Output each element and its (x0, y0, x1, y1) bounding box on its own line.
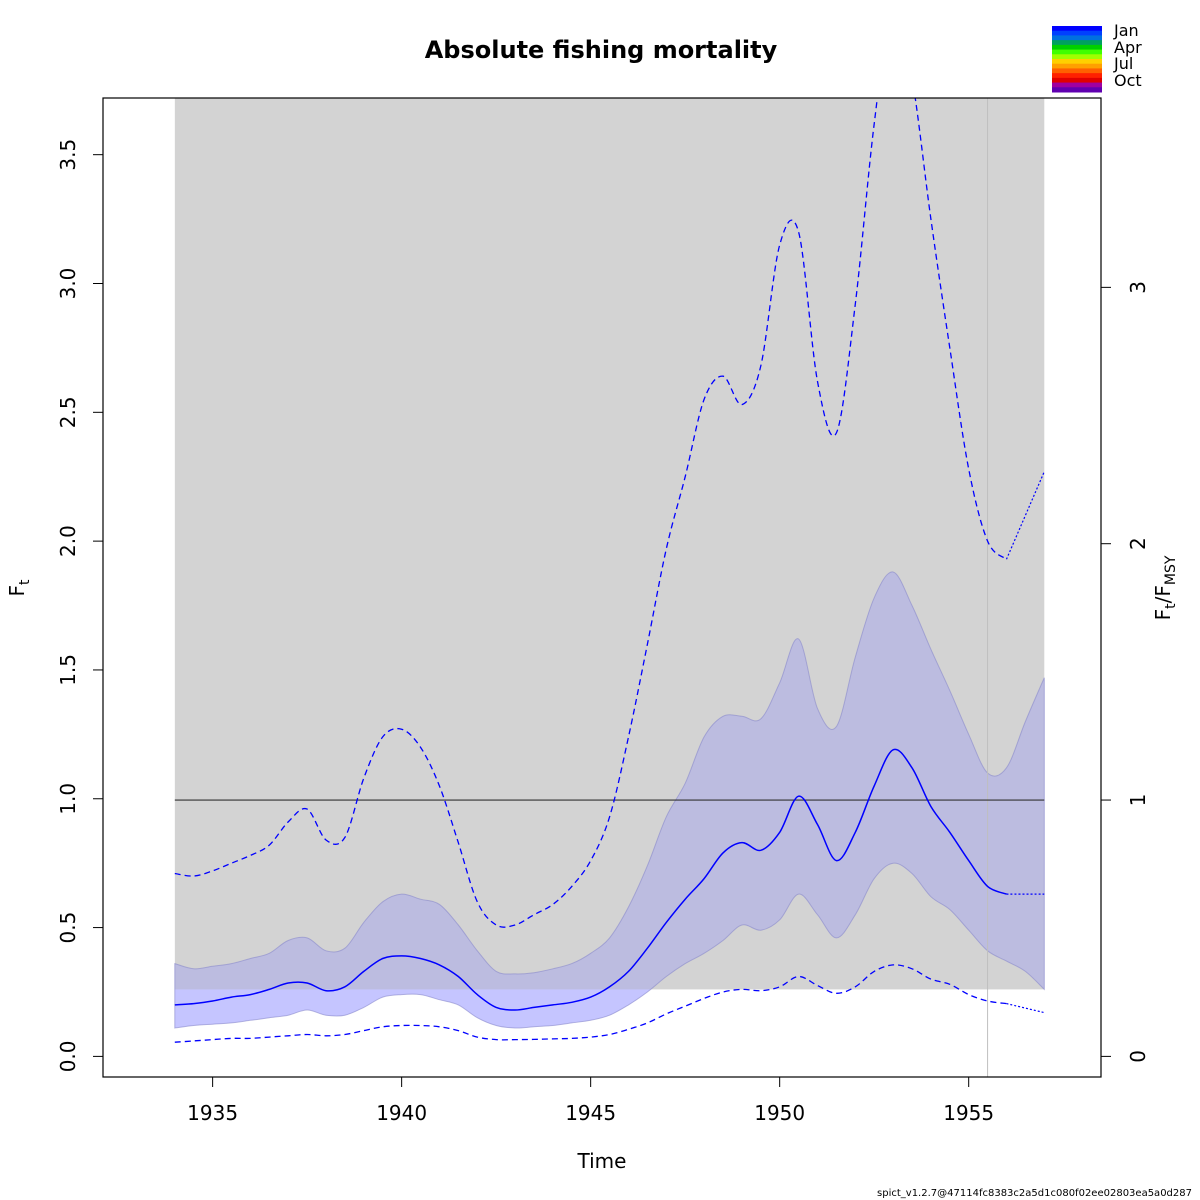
x-tick-label: 1950 (754, 1101, 805, 1125)
x-tick-label: 1940 (376, 1101, 427, 1125)
f-forecast-lower-line (1006, 1003, 1045, 1014)
y-tick-label: 2.0 (56, 525, 80, 557)
legend-swatch (1052, 82, 1102, 88)
y-axis-right-label: Ft/FMSY (1151, 555, 1179, 620)
y-right-tick-label: 2 (1126, 537, 1150, 550)
legend-swatch (1052, 40, 1102, 46)
legend-label-jul: Jul (1113, 54, 1133, 73)
x-axis: 1935 1940 1945 1950 1955 (187, 1077, 994, 1125)
f-forecast-upper-line (1005, 471, 1045, 560)
legend-swatch (1052, 59, 1102, 65)
plot-area (174, 98, 1045, 1077)
legend-swatch (1052, 35, 1102, 41)
y-tick-label: 2.5 (56, 396, 80, 428)
legend: Jan Apr Jul Oct (1052, 21, 1142, 93)
legend-label-oct: Oct (1114, 71, 1142, 90)
x-axis-label: Time (577, 1149, 627, 1173)
y-axis-right: 0 1 2 3 (1101, 281, 1150, 1063)
legend-swatch (1052, 26, 1102, 32)
legend-swatch (1052, 77, 1102, 84)
legend-swatch (1052, 49, 1102, 55)
fmsy-band (174, 98, 1045, 990)
x-tick-label: 1945 (565, 1101, 616, 1125)
y-right-tick-label: 1 (1126, 794, 1150, 807)
y-right-tick-label: 3 (1126, 281, 1150, 294)
f-upper-ci-line (174, 98, 1007, 928)
y-tick-label: 3.5 (56, 139, 80, 171)
y-tick-label: 3.0 (56, 268, 80, 300)
legend-swatch (1052, 63, 1102, 69)
legend-swatch (1052, 68, 1102, 74)
y-axis-label: Ft (5, 579, 33, 597)
legend-swatch (1052, 30, 1102, 36)
y-right-tick-label: 0 (1126, 1050, 1150, 1063)
y-axis-left: 0.0 0.5 1.0 1.5 2.0 2.5 3.0 3.5 (56, 139, 103, 1072)
legend-label-jan: Jan (1113, 21, 1139, 40)
y-tick-label: 1.5 (56, 654, 80, 686)
chart-title: Absolute fishing mortality (425, 36, 778, 64)
x-tick-label: 1935 (187, 1101, 238, 1125)
plot-frame (102, 97, 1102, 1078)
legend-swatch (1052, 44, 1102, 51)
legend-swatch (1052, 87, 1102, 93)
legend-swatch (1052, 73, 1102, 79)
f-estimate-line (174, 748, 1007, 1011)
y-tick-label: 1.0 (56, 783, 80, 815)
y-tick-label: 0.5 (56, 912, 80, 944)
legend-color-bar (1052, 26, 1102, 93)
footer-version: spict_v1.2.7@47114fc8383c2a5d1c080f02ee0… (877, 1188, 1192, 1199)
legend-swatch (1052, 54, 1102, 60)
legend-label-apr: Apr (1114, 38, 1142, 57)
ci-band (174, 571, 1045, 1029)
x-tick-label: 1955 (943, 1101, 994, 1125)
y-tick-label: 0.0 (56, 1040, 80, 1072)
